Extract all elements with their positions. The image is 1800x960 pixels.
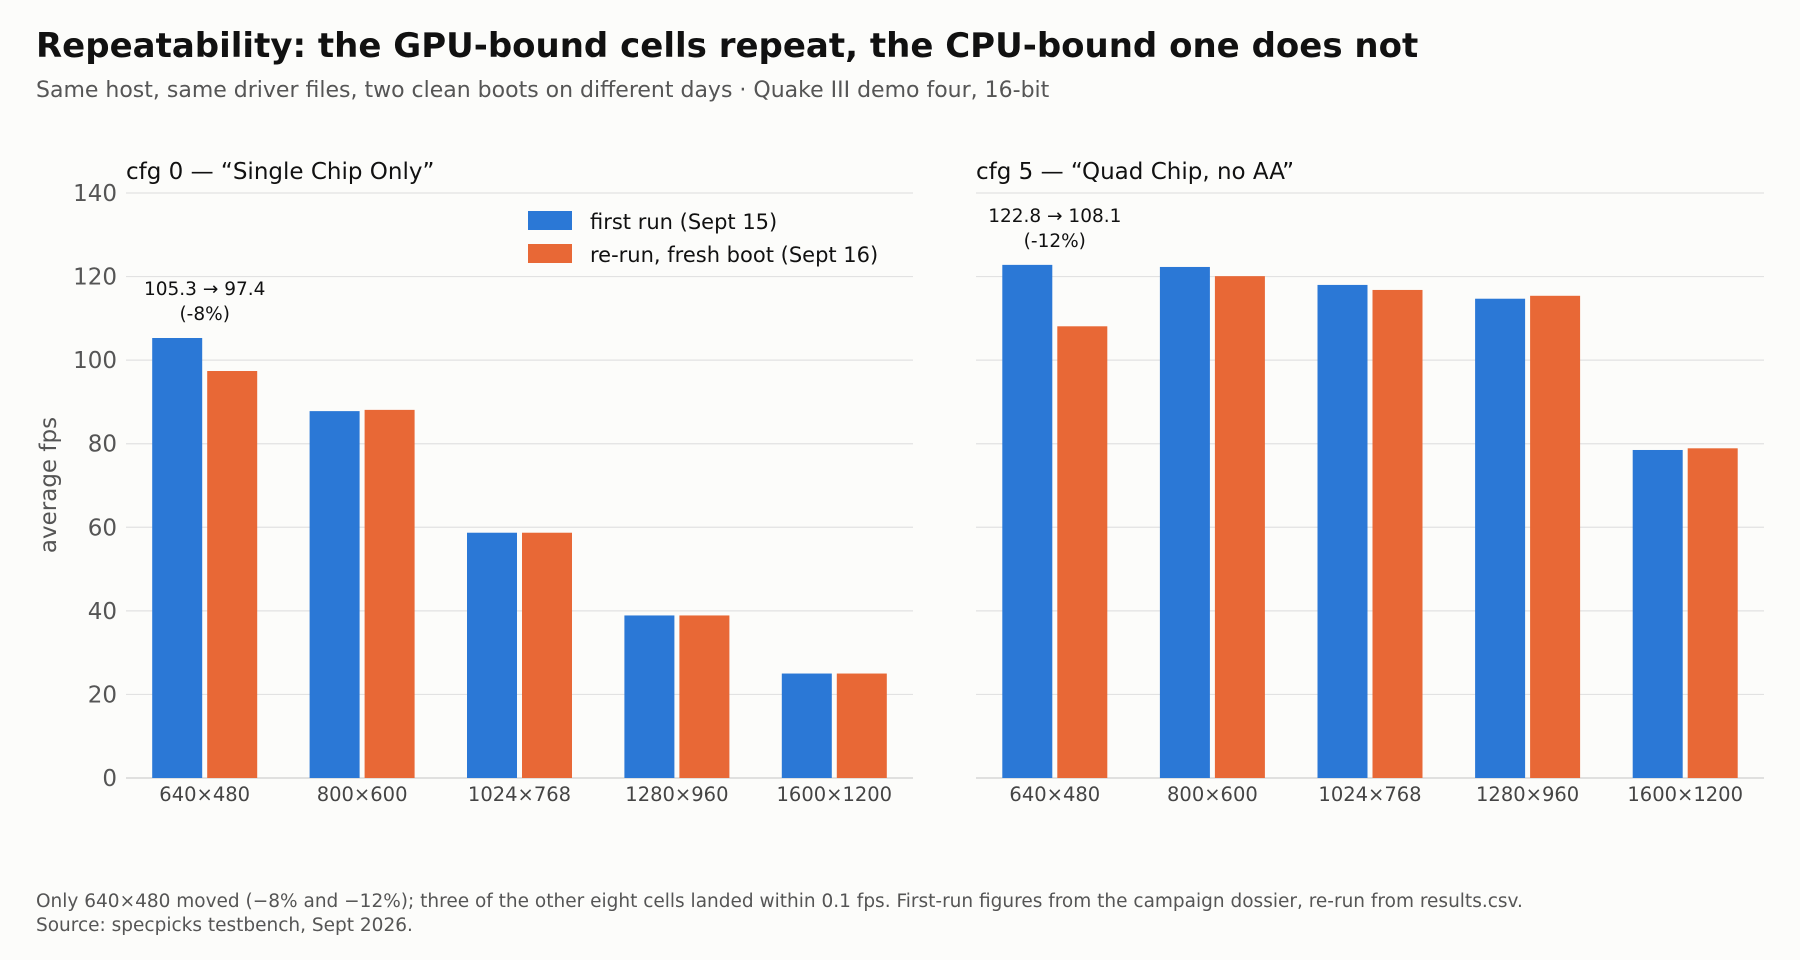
y-tick-label: 120 — [73, 265, 117, 291]
bar-re-run — [836, 673, 887, 778]
bar-first-run — [1317, 284, 1368, 778]
bar-first-run — [1002, 264, 1053, 778]
annotation-change: (-8%) — [179, 304, 229, 325]
x-tick-label: 640×480 — [1009, 783, 1100, 806]
legend-swatch — [528, 211, 572, 230]
y-tick-label: 80 — [88, 432, 117, 458]
annotation-values: 105.3 → 97.4 — [144, 279, 265, 300]
y-axis-label: average fps — [36, 417, 62, 553]
bar-first-run — [152, 337, 203, 778]
y-tick-label: 60 — [88, 515, 117, 541]
x-tick-label: 800×600 — [1167, 783, 1258, 806]
bar-first-run — [1475, 298, 1526, 778]
bar-re-run — [1057, 326, 1108, 778]
x-tick-label: 640×480 — [159, 783, 250, 806]
y-tick-label: 40 — [88, 599, 117, 625]
x-tick-label: 1024×768 — [1318, 783, 1421, 806]
bar-re-run — [679, 615, 730, 778]
annotation-values: 122.8 → 108.1 — [988, 206, 1121, 227]
bar-first-run — [467, 532, 517, 778]
x-tick-label: 1600×1200 — [1627, 783, 1743, 806]
y-tick-label: 140 — [73, 181, 117, 207]
bar-first-run — [781, 673, 832, 778]
bar-re-run — [207, 371, 258, 778]
bar-first-run — [624, 615, 675, 778]
x-tick-label: 1280×960 — [1476, 783, 1579, 806]
chart-title: Repeatability: the GPU-bound cells repea… — [36, 26, 1419, 66]
legend-label: re-run, fresh boot (Sept 16) — [590, 243, 878, 267]
panel-title: cfg 0 — “Single Chip Only” — [126, 159, 434, 185]
y-tick-label: 20 — [88, 682, 117, 708]
bar-first-run — [309, 411, 360, 778]
x-tick-label: 800×600 — [317, 783, 408, 806]
chart-subtitle: Same host, same driver files, two clean … — [36, 78, 1050, 103]
footnote-line-2: Source: specpicks testbench, Sept 2026. — [36, 915, 413, 936]
legend-swatch — [528, 244, 572, 263]
x-tick-label: 1280×960 — [625, 783, 728, 806]
bar-re-run — [1687, 448, 1738, 778]
bar-re-run — [1372, 289, 1423, 778]
x-tick-label: 1600×1200 — [777, 783, 893, 806]
bar-first-run — [1159, 266, 1210, 778]
footnote-line-1: Only 640×480 moved (−8% and −12%); three… — [36, 891, 1523, 912]
x-tick-label: 1024×768 — [468, 783, 571, 806]
bar-re-run — [1214, 276, 1265, 778]
panel-title: cfg 5 — “Quad Chip, no AA” — [976, 159, 1294, 185]
bar-first-run — [1632, 449, 1683, 778]
footnote: Only 640×480 moved (−8% and −12%); three… — [36, 890, 1523, 938]
legend-label: first run (Sept 15) — [590, 210, 777, 234]
bar-re-run — [364, 409, 415, 778]
bar-re-run — [1530, 295, 1581, 778]
y-tick-label: 0 — [102, 766, 117, 792]
y-tick-label: 100 — [73, 348, 117, 374]
annotation-change: (-12%) — [1024, 231, 1086, 252]
bar-re-run — [522, 532, 572, 778]
